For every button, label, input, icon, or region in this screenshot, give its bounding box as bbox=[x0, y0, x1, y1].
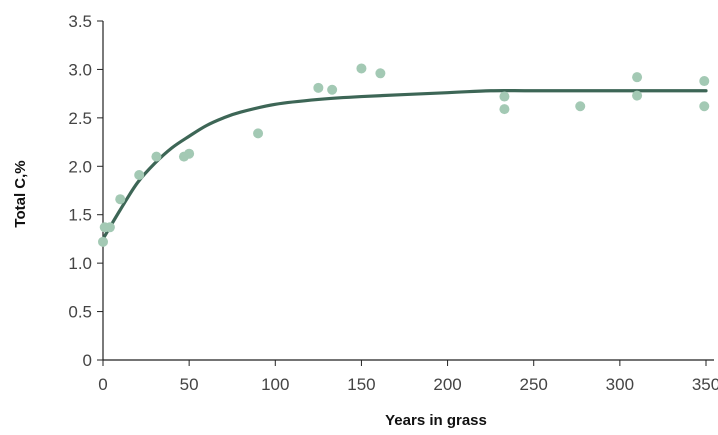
y-tick-label: 1.5 bbox=[68, 206, 92, 225]
data-points bbox=[98, 63, 710, 247]
data-point bbox=[253, 128, 264, 139]
x-tick-label: 250 bbox=[520, 375, 548, 394]
data-point bbox=[327, 84, 338, 95]
x-tick-label: 100 bbox=[261, 375, 289, 394]
data-point bbox=[375, 68, 386, 79]
fit-curve bbox=[101, 88, 708, 241]
x-tick-label: 0 bbox=[98, 375, 107, 394]
data-point bbox=[499, 91, 510, 102]
axes bbox=[102, 21, 714, 361]
x-axis-title: Years in grass bbox=[385, 412, 487, 429]
data-point bbox=[151, 151, 162, 162]
x-tick-label: 150 bbox=[347, 375, 375, 394]
data-point bbox=[134, 170, 145, 181]
data-point bbox=[699, 101, 710, 112]
data-point bbox=[499, 104, 510, 115]
x-tick-label: 300 bbox=[606, 375, 634, 394]
y-tick-label: 0 bbox=[83, 351, 92, 370]
data-point bbox=[632, 72, 643, 83]
y-axis-title: Total C,% bbox=[12, 160, 29, 227]
x-tick-label: 350 bbox=[692, 375, 718, 394]
data-point bbox=[575, 101, 586, 112]
ticks: 0 0.5 1.0 1.5 2.0 2.5 3.0 3.5 0 50 100 150 200 250 300… bbox=[68, 12, 718, 394]
data-point bbox=[632, 90, 643, 101]
data-point bbox=[356, 63, 367, 74]
x-tick-label: 200 bbox=[433, 375, 461, 394]
data-point bbox=[184, 148, 195, 159]
y-tick-label: 3.0 bbox=[68, 60, 92, 79]
y-tick-label: 1.0 bbox=[68, 254, 92, 273]
y-tick-label: 3.5 bbox=[68, 12, 92, 31]
x-tick-label: 50 bbox=[180, 375, 199, 394]
y-tick-label: 0.5 bbox=[68, 303, 92, 322]
data-point bbox=[115, 194, 126, 205]
y-tick-label: 2.0 bbox=[68, 157, 92, 176]
fit-curve-layer bbox=[101, 88, 708, 241]
data-point bbox=[98, 236, 108, 247]
data-point bbox=[104, 222, 115, 233]
data-point bbox=[313, 82, 324, 93]
y-tick-label: 2.5 bbox=[68, 109, 92, 128]
data-point bbox=[699, 76, 710, 87]
